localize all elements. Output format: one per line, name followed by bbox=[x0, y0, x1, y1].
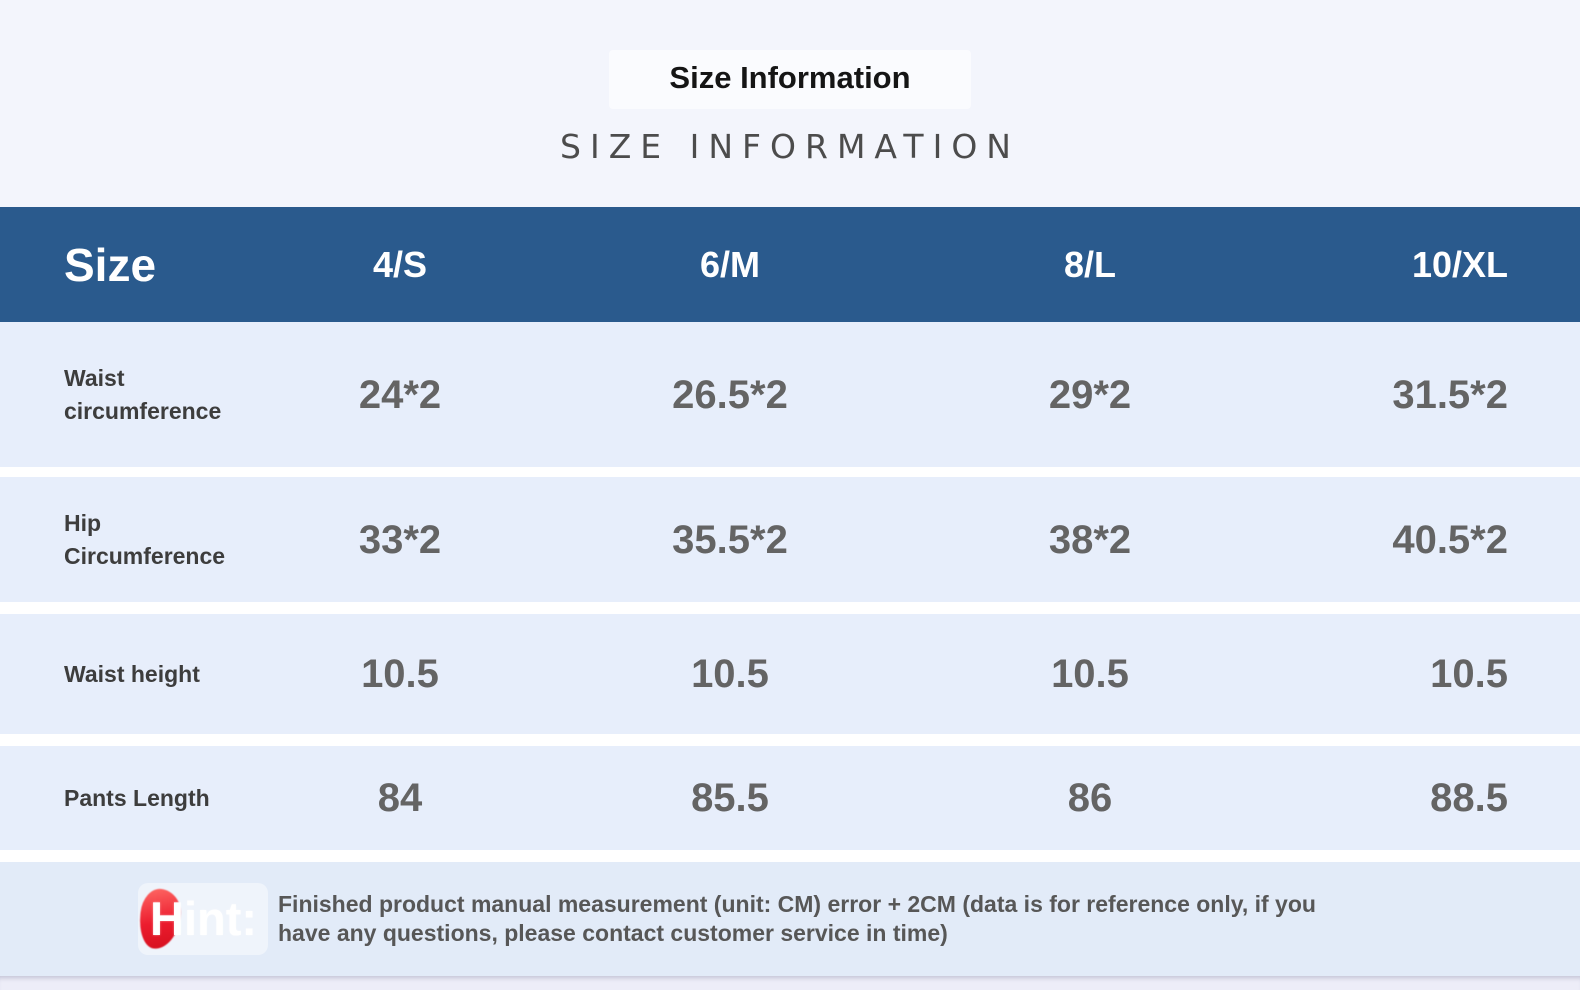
row-value: 10.5 bbox=[691, 652, 769, 696]
row-label: Waist circumference bbox=[64, 365, 222, 424]
table-header-row: Size 4/S 6/M 8/L 10/XL bbox=[0, 207, 1580, 322]
size-table: Size 4/S 6/M 8/L 10/XL Waist circumferen… bbox=[0, 207, 1580, 976]
hint-row: Hint: Finished product manual measuremen… bbox=[0, 862, 1580, 976]
hint-text: Finished product manual measurement (uni… bbox=[278, 891, 1316, 946]
row-value: 24*2 bbox=[358, 372, 442, 417]
row-value: 38*2 bbox=[1048, 517, 1132, 562]
row-label: Pants Length bbox=[64, 784, 210, 811]
row-value: 26.5*2 bbox=[672, 372, 788, 417]
row-value: 86 bbox=[1067, 776, 1113, 820]
table-row-pants-length: Pants Length 84 85.5 86 88.5 bbox=[0, 746, 1580, 850]
hint-badge: Hint: bbox=[136, 883, 268, 955]
page-title: Size Information bbox=[609, 50, 971, 109]
header-col-10xl: 10/XL bbox=[1411, 243, 1508, 285]
header-col-8l: 8/L bbox=[1063, 243, 1116, 285]
bottom-strip bbox=[0, 976, 1580, 990]
row-value: 35.5*2 bbox=[672, 517, 788, 562]
row-value: 88.5 bbox=[1430, 776, 1508, 820]
row-value: 31.5*2 bbox=[1392, 372, 1508, 417]
row-label: Hip Circumference bbox=[64, 510, 226, 569]
table-row-waist-height: Waist height 10.5 10.5 10.5 10.5 bbox=[0, 614, 1580, 734]
row-value: 10.5 bbox=[1051, 652, 1129, 696]
table-row-waist-circumference: Waist circumference 24*2 26.5*2 29*2 31.… bbox=[0, 322, 1580, 467]
header-col-6m: 6/M bbox=[699, 243, 760, 285]
row-label: Waist height bbox=[64, 660, 200, 687]
row-value: 29*2 bbox=[1048, 372, 1132, 417]
row-value: 40.5*2 bbox=[1392, 517, 1508, 562]
hint-label: Hint: bbox=[150, 892, 258, 945]
table-row-hip-circumference: Hip Circumference 33*2 35.5*2 38*2 40.5*… bbox=[0, 477, 1580, 602]
row-value: 33*2 bbox=[358, 517, 442, 562]
row-value: 10.5 bbox=[1430, 652, 1508, 696]
row-value: 84 bbox=[377, 776, 423, 820]
row-value: 10.5 bbox=[361, 652, 439, 696]
header-size-label: Size bbox=[64, 238, 157, 291]
header-col-4s: 4/S bbox=[372, 243, 428, 285]
row-value: 85.5 bbox=[691, 776, 769, 820]
page-subtitle: SIZE INFORMATION bbox=[560, 127, 1020, 166]
title-section: Size Information SIZE INFORMATION bbox=[0, 0, 1580, 207]
